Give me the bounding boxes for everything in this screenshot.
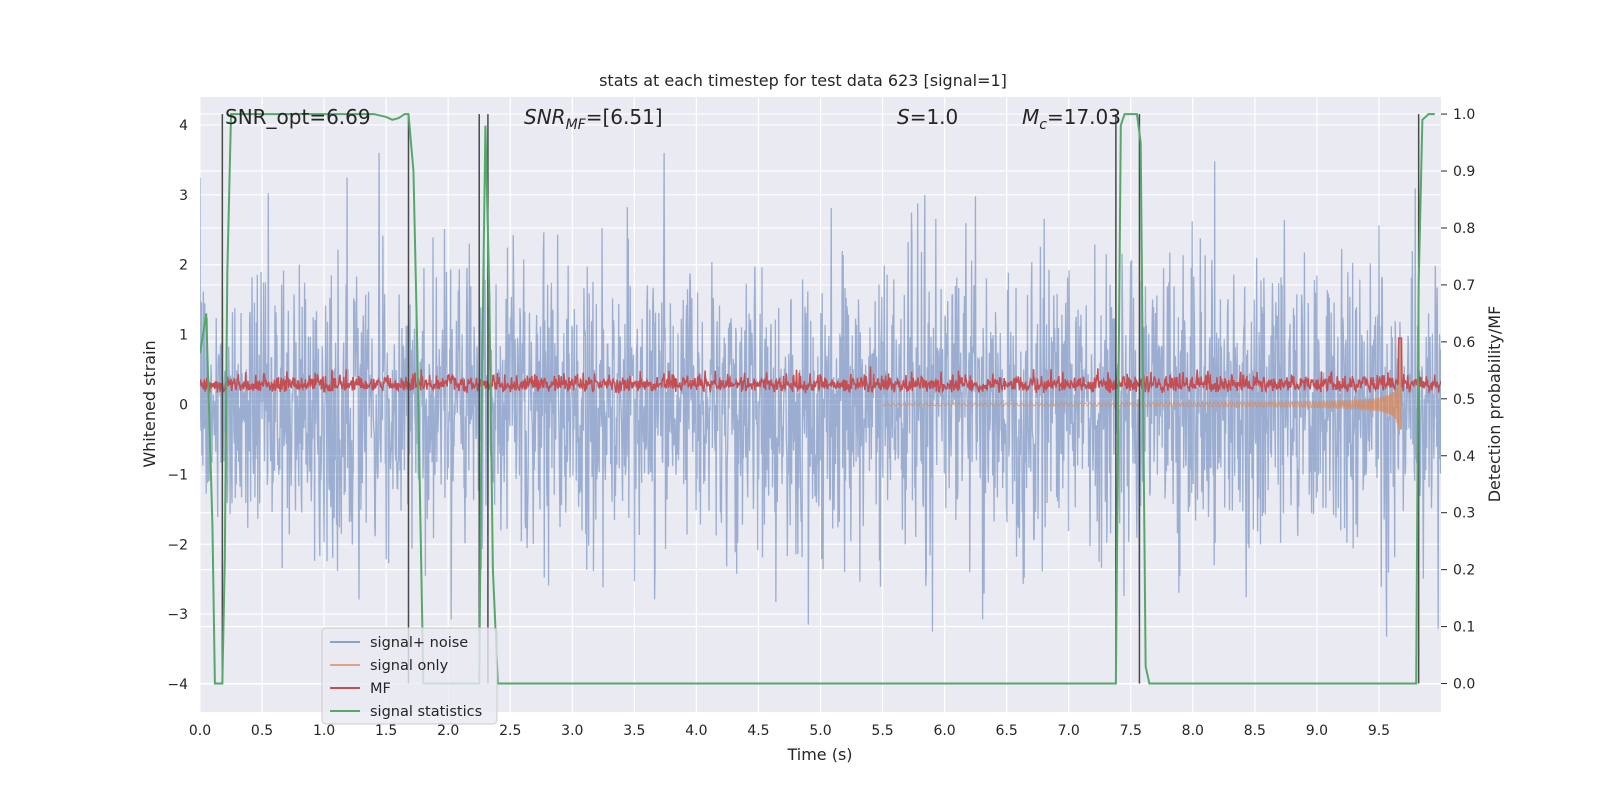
x-tick-label: 1.5: [375, 723, 397, 739]
annotation-snr-mf: SNRMF=[6.51]: [524, 105, 663, 133]
legend-label: MF: [370, 681, 391, 697]
y-tick-label-right: 0.7: [1453, 278, 1475, 294]
y-tick-label-right: 0.6: [1453, 335, 1475, 351]
y-tick-label-right: 0.1: [1453, 620, 1475, 636]
y-tick-label-right: 0.9: [1453, 164, 1475, 180]
y-axis-left-label: Whitened strain: [140, 340, 159, 467]
annotations: SNR_opt=6.69 SNRMF=[6.51] S=1.0 Mc=17.03: [225, 105, 1121, 133]
y-tick-label-right: 0.2: [1453, 563, 1475, 579]
annotation-s: S=1.0: [897, 105, 958, 129]
y-tick-label-left: 0: [179, 398, 188, 414]
legend: signal+ noise signal only MF signal statist…: [321, 627, 498, 725]
y-tick-label-left: −3: [167, 607, 188, 623]
y-axis-right-label: Detection probability/MF: [1485, 306, 1504, 503]
x-tick-label: 6.0: [933, 723, 955, 739]
y-tick-label-left: 1: [179, 328, 188, 344]
y-axis-left-ticks: −4 −3 −2 −1 0 1 2 3 4: [167, 118, 188, 693]
x-tick-label: 8.5: [1244, 723, 1266, 739]
chart-title: stats at each timestep for test data 623…: [599, 71, 1007, 90]
x-tick-label: 8.0: [1182, 723, 1204, 739]
annotation-mc: Mc=17.03: [1022, 105, 1121, 133]
series-signal-noise: [200, 152, 1441, 637]
annotation-snr-opt: SNR_opt=6.69: [225, 105, 371, 129]
legend-label: signal only: [370, 658, 449, 674]
x-tick-label: 1.0: [313, 723, 335, 739]
y-tick-label-right: 1.0: [1453, 107, 1475, 123]
x-axis-ticks: 0.0 0.5 1.0 1.5 2.0 2.5 3.0 3.5 4.0 4.5 5.0 5.5 6.0 6…: [189, 723, 1390, 739]
x-tick-label: 2.0: [437, 723, 459, 739]
x-tick-label: 0.5: [251, 723, 273, 739]
x-axis-label: Time (s): [786, 745, 852, 764]
y-tick-label-left: 4: [179, 118, 188, 134]
y-tick-label-right: 0.4: [1453, 449, 1475, 465]
y-tick-label-left: −2: [167, 537, 188, 553]
x-tick-label: 2.5: [499, 723, 521, 739]
y-tick-label-right: 0.0: [1453, 677, 1475, 693]
x-tick-label: 5.0: [809, 723, 831, 739]
x-tick-label: 6.5: [996, 723, 1018, 739]
y-tick-label-left: 2: [179, 258, 188, 274]
x-tick-label: 9.0: [1306, 723, 1328, 739]
y-tick-label-right: 0.5: [1453, 392, 1475, 408]
x-tick-label: 9.5: [1368, 723, 1390, 739]
y-axis-right-ticks: 0.0 0.1 0.2 0.3 0.4 0.5 0.6 0.7 0.8 0.9 1.0: [1441, 107, 1475, 693]
series-mf: [200, 337, 1441, 395]
legend-label: signal+ noise: [370, 635, 468, 651]
x-tick-label: 3.0: [561, 723, 583, 739]
x-tick-label: 3.5: [623, 723, 645, 739]
x-tick-label: 7.0: [1058, 723, 1080, 739]
x-tick-label: 0.0: [189, 723, 211, 739]
y-tick-label-right: 0.3: [1453, 506, 1475, 522]
y-tick-label-left: −4: [167, 677, 188, 693]
legend-label: signal statistics: [370, 704, 482, 720]
legend-box: [321, 627, 498, 725]
x-tick-label: 5.5: [871, 723, 893, 739]
y-tick-label-right: 0.8: [1453, 221, 1475, 237]
y-tick-label-left: −1: [167, 467, 188, 483]
x-tick-label: 4.0: [685, 723, 707, 739]
x-tick-label: 7.5: [1120, 723, 1142, 739]
y-tick-label-left: 3: [179, 188, 188, 204]
x-tick-label: 4.5: [747, 723, 769, 739]
